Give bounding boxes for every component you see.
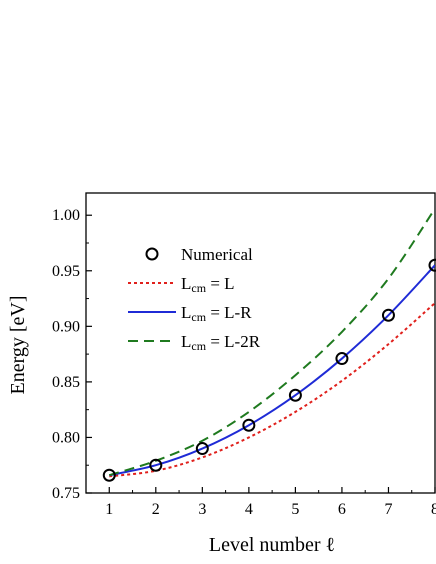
plot-frame — [85, 192, 436, 494]
scatter-points — [102, 258, 436, 482]
scatter-point — [102, 468, 116, 482]
scatter-point — [242, 418, 256, 432]
legend-marker-numerical — [145, 247, 159, 261]
legend-label-1: Lcm = L — [181, 274, 235, 295]
x-tick-label: 2 — [152, 501, 160, 518]
series-line-1 — [109, 302, 435, 478]
legend-label-2: Lcm = L-R — [181, 303, 252, 324]
scatter-point — [428, 258, 436, 272]
series-line-2 — [109, 264, 435, 477]
x-tick-label: 1 — [105, 501, 113, 518]
x-axis-label: Level number ℓ — [209, 534, 335, 556]
scatter-point — [149, 458, 163, 472]
axis-labels: Level number ℓ Energy [eV] — [7, 295, 335, 556]
plot-area — [85, 192, 436, 494]
y-tick-label: 0.75 — [52, 485, 80, 502]
x-tick-label: 6 — [338, 501, 346, 518]
y-tick-label: 0.80 — [52, 429, 80, 446]
legend: Numerical Lcm = L Lcm = L-R Lcm = L-2R — [128, 245, 261, 353]
scatter-point — [288, 388, 302, 402]
scatter-point — [195, 442, 209, 456]
x-tick-label: 5 — [291, 501, 299, 518]
axis-ticks: 1 2 3 4 5 6 7 8 0.75 0.80 0.85 0.90 0.95 1.00 — [52, 207, 436, 518]
scatter-point — [335, 352, 349, 366]
series-group — [108, 208, 435, 478]
x-tick-label: 8 — [431, 501, 436, 518]
y-tick-label: 1.00 — [52, 207, 80, 224]
scatter-point — [381, 308, 395, 322]
x-tick-label: 4 — [245, 501, 253, 518]
legend-label-numerical: Numerical — [181, 245, 253, 264]
legend-label-3: Lcm = L-2R — [181, 332, 261, 353]
x-tick-label: 3 — [198, 501, 206, 518]
y-tick-label: 0.90 — [52, 318, 80, 335]
x-tick-label: 7 — [384, 501, 392, 518]
series-line-3 — [108, 208, 435, 477]
y-axis-label: Energy [eV] — [7, 295, 29, 394]
y-tick-label: 0.85 — [52, 374, 80, 391]
y-tick-label: 0.95 — [52, 263, 80, 280]
